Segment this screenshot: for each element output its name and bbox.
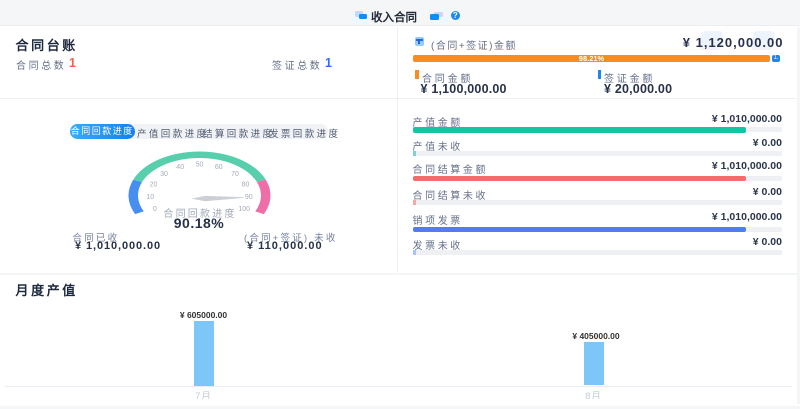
svg-text:50: 50 xyxy=(196,161,204,168)
svg-text:20: 20 xyxy=(150,182,158,189)
svg-text:40: 40 xyxy=(176,164,184,171)
svg-text:90: 90 xyxy=(245,194,253,201)
svg-text:70: 70 xyxy=(231,171,239,178)
svg-text:100: 100 xyxy=(238,206,250,213)
svg-text:0: 0 xyxy=(153,206,157,213)
svg-text:60: 60 xyxy=(215,164,223,171)
svg-text:30: 30 xyxy=(160,171,168,178)
svg-text:80: 80 xyxy=(242,182,250,189)
svg-text:10: 10 xyxy=(146,194,154,201)
